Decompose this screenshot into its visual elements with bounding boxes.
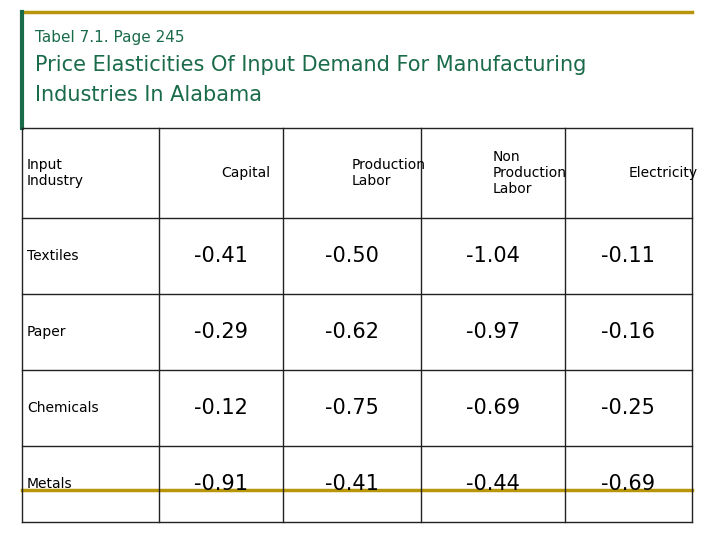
Text: Price Elasticities Of Input Demand For Manufacturing: Price Elasticities Of Input Demand For M…: [35, 55, 586, 75]
Text: Metals: Metals: [27, 477, 73, 491]
Text: Electricity: Electricity: [629, 166, 698, 180]
Text: -0.41: -0.41: [325, 474, 379, 494]
Text: -0.91: -0.91: [194, 474, 248, 494]
Text: Chemicals: Chemicals: [27, 401, 99, 415]
Text: -1.04: -1.04: [466, 246, 520, 266]
Text: Industries In Alabama: Industries In Alabama: [35, 85, 262, 105]
Text: -0.69: -0.69: [466, 398, 520, 418]
Text: -0.16: -0.16: [601, 322, 655, 342]
Text: -0.69: -0.69: [601, 474, 655, 494]
Text: -0.25: -0.25: [601, 398, 655, 418]
Text: Tabel 7.1. Page 245: Tabel 7.1. Page 245: [35, 30, 184, 45]
Text: -0.75: -0.75: [325, 398, 379, 418]
Text: Paper: Paper: [27, 325, 66, 339]
Text: -0.11: -0.11: [601, 246, 655, 266]
Text: Capital: Capital: [221, 166, 271, 180]
Text: Input
Industry: Input Industry: [27, 158, 84, 188]
Text: -0.44: -0.44: [466, 474, 520, 494]
Text: -0.62: -0.62: [325, 322, 379, 342]
Text: Textiles: Textiles: [27, 249, 78, 263]
Text: -0.29: -0.29: [194, 322, 248, 342]
Text: Non
Production
Labor: Non Production Labor: [492, 150, 567, 196]
Text: -0.41: -0.41: [194, 246, 248, 266]
Text: -0.50: -0.50: [325, 246, 379, 266]
Text: -0.12: -0.12: [194, 398, 248, 418]
Text: -0.97: -0.97: [466, 322, 520, 342]
Text: Production
Labor: Production Labor: [352, 158, 426, 188]
